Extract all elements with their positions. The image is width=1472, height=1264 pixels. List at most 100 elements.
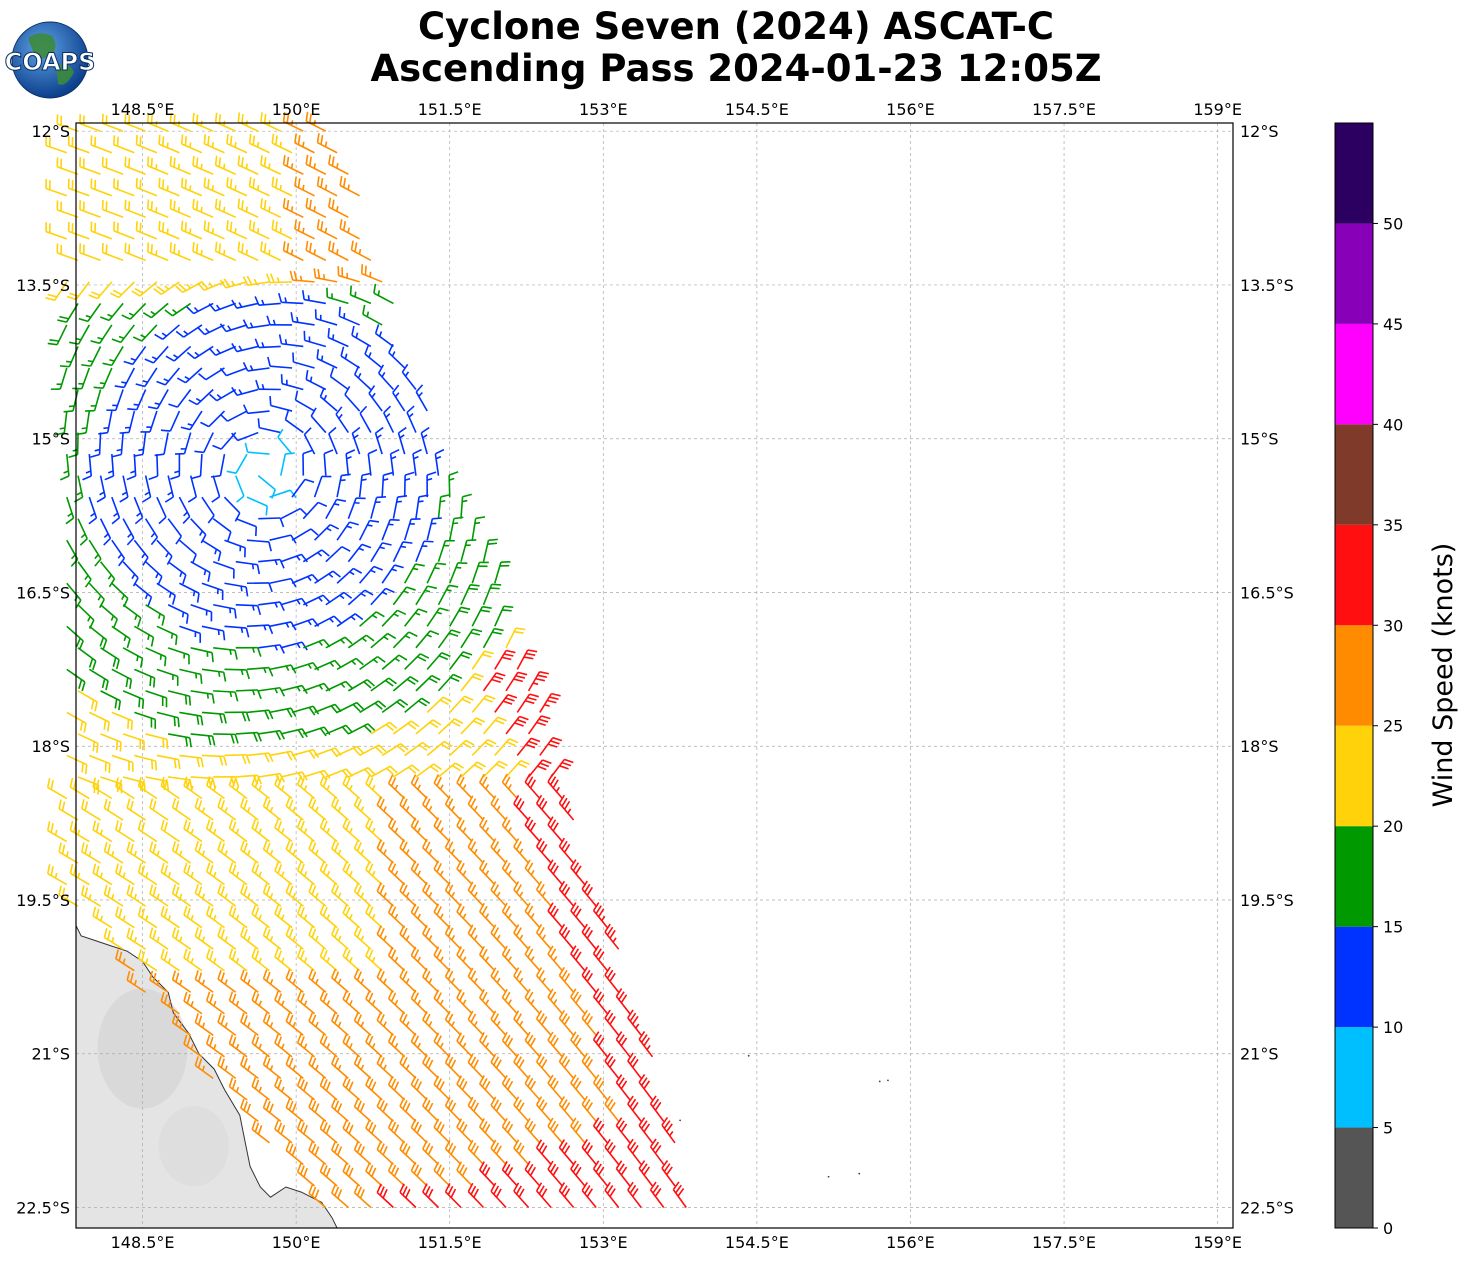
wind-barb: [539, 692, 561, 713]
wind-barb: [410, 946, 428, 972]
wind-barb: [535, 1096, 552, 1122]
wind-barb: [374, 426, 384, 455]
wind-barb: [248, 176, 270, 197]
wind-barb: [558, 923, 575, 950]
wind-barb: [558, 1053, 575, 1079]
wind-barb: [134, 711, 157, 729]
wind-barb: [387, 1032, 406, 1058]
wind-barb: [570, 1117, 586, 1144]
wind-barb: [165, 345, 192, 362]
wind-barb: [180, 177, 203, 197]
wind-barb: [278, 292, 304, 305]
wind-barb: [191, 454, 203, 480]
wind-barb: [296, 861, 316, 886]
x-tick-label-top: 156°E: [886, 100, 935, 119]
wind-barb: [260, 241, 282, 262]
wind-barb: [437, 493, 451, 519]
wind-barb: [456, 773, 473, 800]
wind-barb: [103, 884, 124, 907]
wind-barb: [168, 733, 192, 748]
wind-barb: [274, 947, 293, 972]
wind-barb: [316, 219, 338, 240]
wind-barb: [305, 154, 327, 175]
wind-barb: [213, 603, 237, 619]
wind-barb: [547, 1117, 563, 1144]
wind-barb: [217, 1012, 237, 1036]
wind-barb: [347, 679, 375, 692]
wind-barb: [661, 1160, 676, 1187]
wind-barb: [235, 646, 262, 657]
x-tick-label-bottom: 156°E: [886, 1233, 935, 1252]
wind-barb: [410, 1075, 428, 1101]
wind-barb: [145, 733, 169, 749]
wind-barb: [145, 647, 167, 667]
wind-barb: [296, 947, 316, 972]
wind-barb: [267, 356, 293, 369]
wind-barb: [81, 885, 101, 907]
wind-barb: [179, 711, 204, 726]
wind-barb: [292, 352, 315, 369]
wind-barb: [251, 904, 271, 929]
wind-barb: [56, 243, 79, 262]
y-axis-right: 12°S 13.5°S 15°S 16.5°S 18°S 19.5°S 21°S 22.5°S: [1240, 122, 1294, 1217]
wind-barb: [58, 885, 79, 907]
wind-barb: [376, 1011, 394, 1036]
x-tick-label-top: 157.5°E: [1032, 100, 1096, 119]
wind-barb: [194, 970, 214, 993]
wind-barb: [444, 1183, 462, 1209]
wind-barb: [251, 991, 271, 1015]
wind-barb: [183, 819, 203, 843]
wind-barb: [325, 545, 351, 563]
wind-barb: [77, 647, 97, 671]
wind-barb: [262, 969, 282, 993]
wind-barb: [251, 818, 271, 843]
wind-barb: [171, 1013, 192, 1036]
wind-barb: [388, 343, 406, 369]
wind-barb: [467, 924, 485, 950]
wind-barb: [231, 343, 259, 353]
wind-barb: [437, 762, 464, 778]
wind-barb: [171, 841, 192, 864]
wind-barb: [88, 668, 109, 691]
wind-barb: [513, 1053, 530, 1079]
island: [827, 1175, 830, 1178]
wind-barb: [266, 273, 293, 284]
wind-barb: [415, 630, 440, 649]
wind-barb: [336, 657, 364, 671]
wind-barb: [262, 1055, 282, 1079]
wind-barb: [235, 689, 262, 700]
wind-barb: [581, 1009, 597, 1036]
wind-barb: [158, 177, 180, 197]
wind-barb: [226, 453, 248, 474]
wind-barb: [325, 680, 353, 692]
wind-barb: [69, 324, 91, 345]
wind-barb: [124, 156, 146, 175]
wind-barb: [66, 281, 90, 301]
wind-barb: [213, 733, 239, 744]
wind-barb: [331, 1054, 349, 1079]
island: [858, 1172, 861, 1175]
wind-barb: [460, 672, 484, 692]
wind-barb: [144, 518, 159, 546]
wind-barb: [77, 690, 98, 712]
wind-barb: [262, 1098, 282, 1123]
wind-barb: [149, 970, 169, 993]
colorbar-segment: [1335, 424, 1373, 525]
wind-barb: [145, 604, 166, 626]
wind-barb: [347, 543, 372, 563]
wind-barb: [392, 586, 416, 606]
wind-barb: [444, 1053, 462, 1079]
wind-barb: [140, 410, 158, 433]
wind-barb: [444, 1139, 462, 1166]
wind-barb: [197, 324, 225, 336]
wind-barb: [490, 795, 507, 821]
wind-barb: [325, 636, 353, 649]
wind-barb: [513, 838, 530, 864]
wind-barb: [135, 221, 158, 240]
wind-barb: [280, 507, 308, 520]
wind-barb: [217, 840, 237, 864]
wind-barb: [88, 496, 98, 525]
wind-barb: [88, 625, 108, 650]
wind-barb: [82, 454, 93, 481]
wind-barb: [158, 220, 180, 240]
